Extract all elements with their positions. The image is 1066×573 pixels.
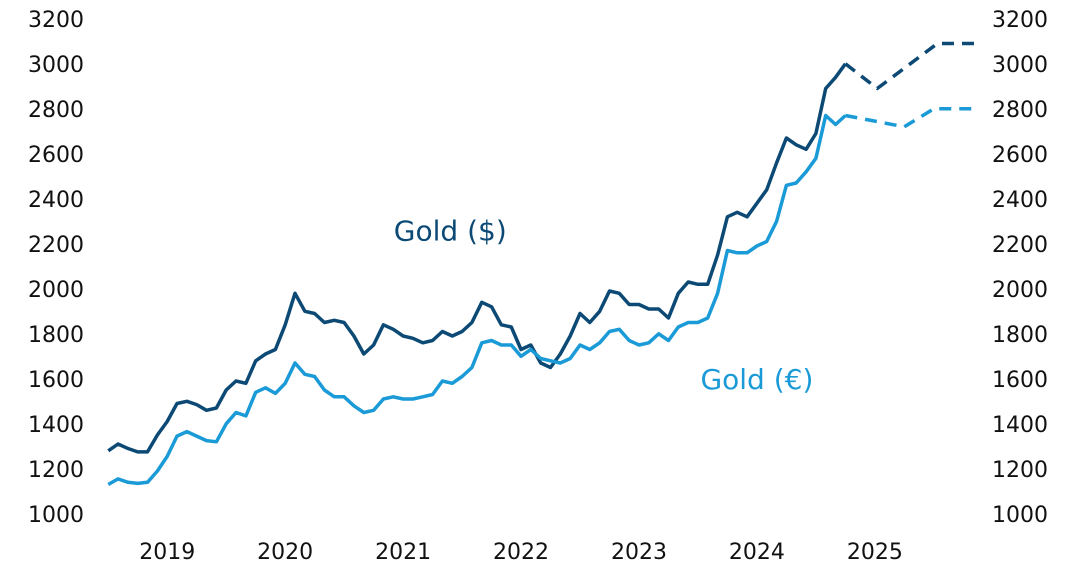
forecast-line <box>845 107 976 129</box>
y2-tick-label: 2800 <box>992 98 1048 123</box>
x-tick-label: 2020 <box>257 540 313 565</box>
y-tick-label: 1600 <box>28 368 84 393</box>
y2-tick-label: 1400 <box>992 413 1048 438</box>
x-tick-label: 2021 <box>375 540 431 565</box>
y-tick-label: 2600 <box>28 143 84 168</box>
x-tick-label: 2019 <box>139 540 195 565</box>
y-tick-label: 3000 <box>28 53 84 78</box>
x-tick-label: 2023 <box>611 540 667 565</box>
series-line <box>107 62 847 454</box>
y2-tick-label: 3200 <box>992 8 1048 33</box>
y2-tick-label: 2600 <box>992 143 1048 168</box>
y-tick-label: 2400 <box>28 188 84 213</box>
y-tick-label: 2800 <box>28 98 84 123</box>
y2-tick-label: 1000 <box>992 503 1048 528</box>
y-tick-label: 1200 <box>28 458 84 483</box>
series-line <box>107 113 847 487</box>
y-tick-label: 2000 <box>28 278 84 303</box>
y2-tick-label: 1200 <box>992 458 1048 483</box>
y-tick-label: 2200 <box>28 233 84 258</box>
y2-tick-label: 2200 <box>992 233 1048 258</box>
annotation: Gold (€) <box>700 363 813 396</box>
y2-tick-label: 1800 <box>992 323 1048 348</box>
x-tick-label: 2025 <box>847 540 903 565</box>
y-tick-label: 1800 <box>28 323 84 348</box>
y-tick-label: 1000 <box>28 503 84 528</box>
forecast-line <box>844 41 976 91</box>
y2-tick-label: 1600 <box>992 368 1048 393</box>
y-tick-label: 1400 <box>28 413 84 438</box>
x-tick-label: 2022 <box>493 540 549 565</box>
y2-tick-label: 2000 <box>992 278 1048 303</box>
y2-tick-label: 2400 <box>992 188 1048 213</box>
y2-tick-label: 3000 <box>992 53 1048 78</box>
annotation: Gold ($) <box>394 215 507 248</box>
y-tick-label: 3200 <box>28 8 84 33</box>
x-tick-label: 2024 <box>729 540 785 565</box>
